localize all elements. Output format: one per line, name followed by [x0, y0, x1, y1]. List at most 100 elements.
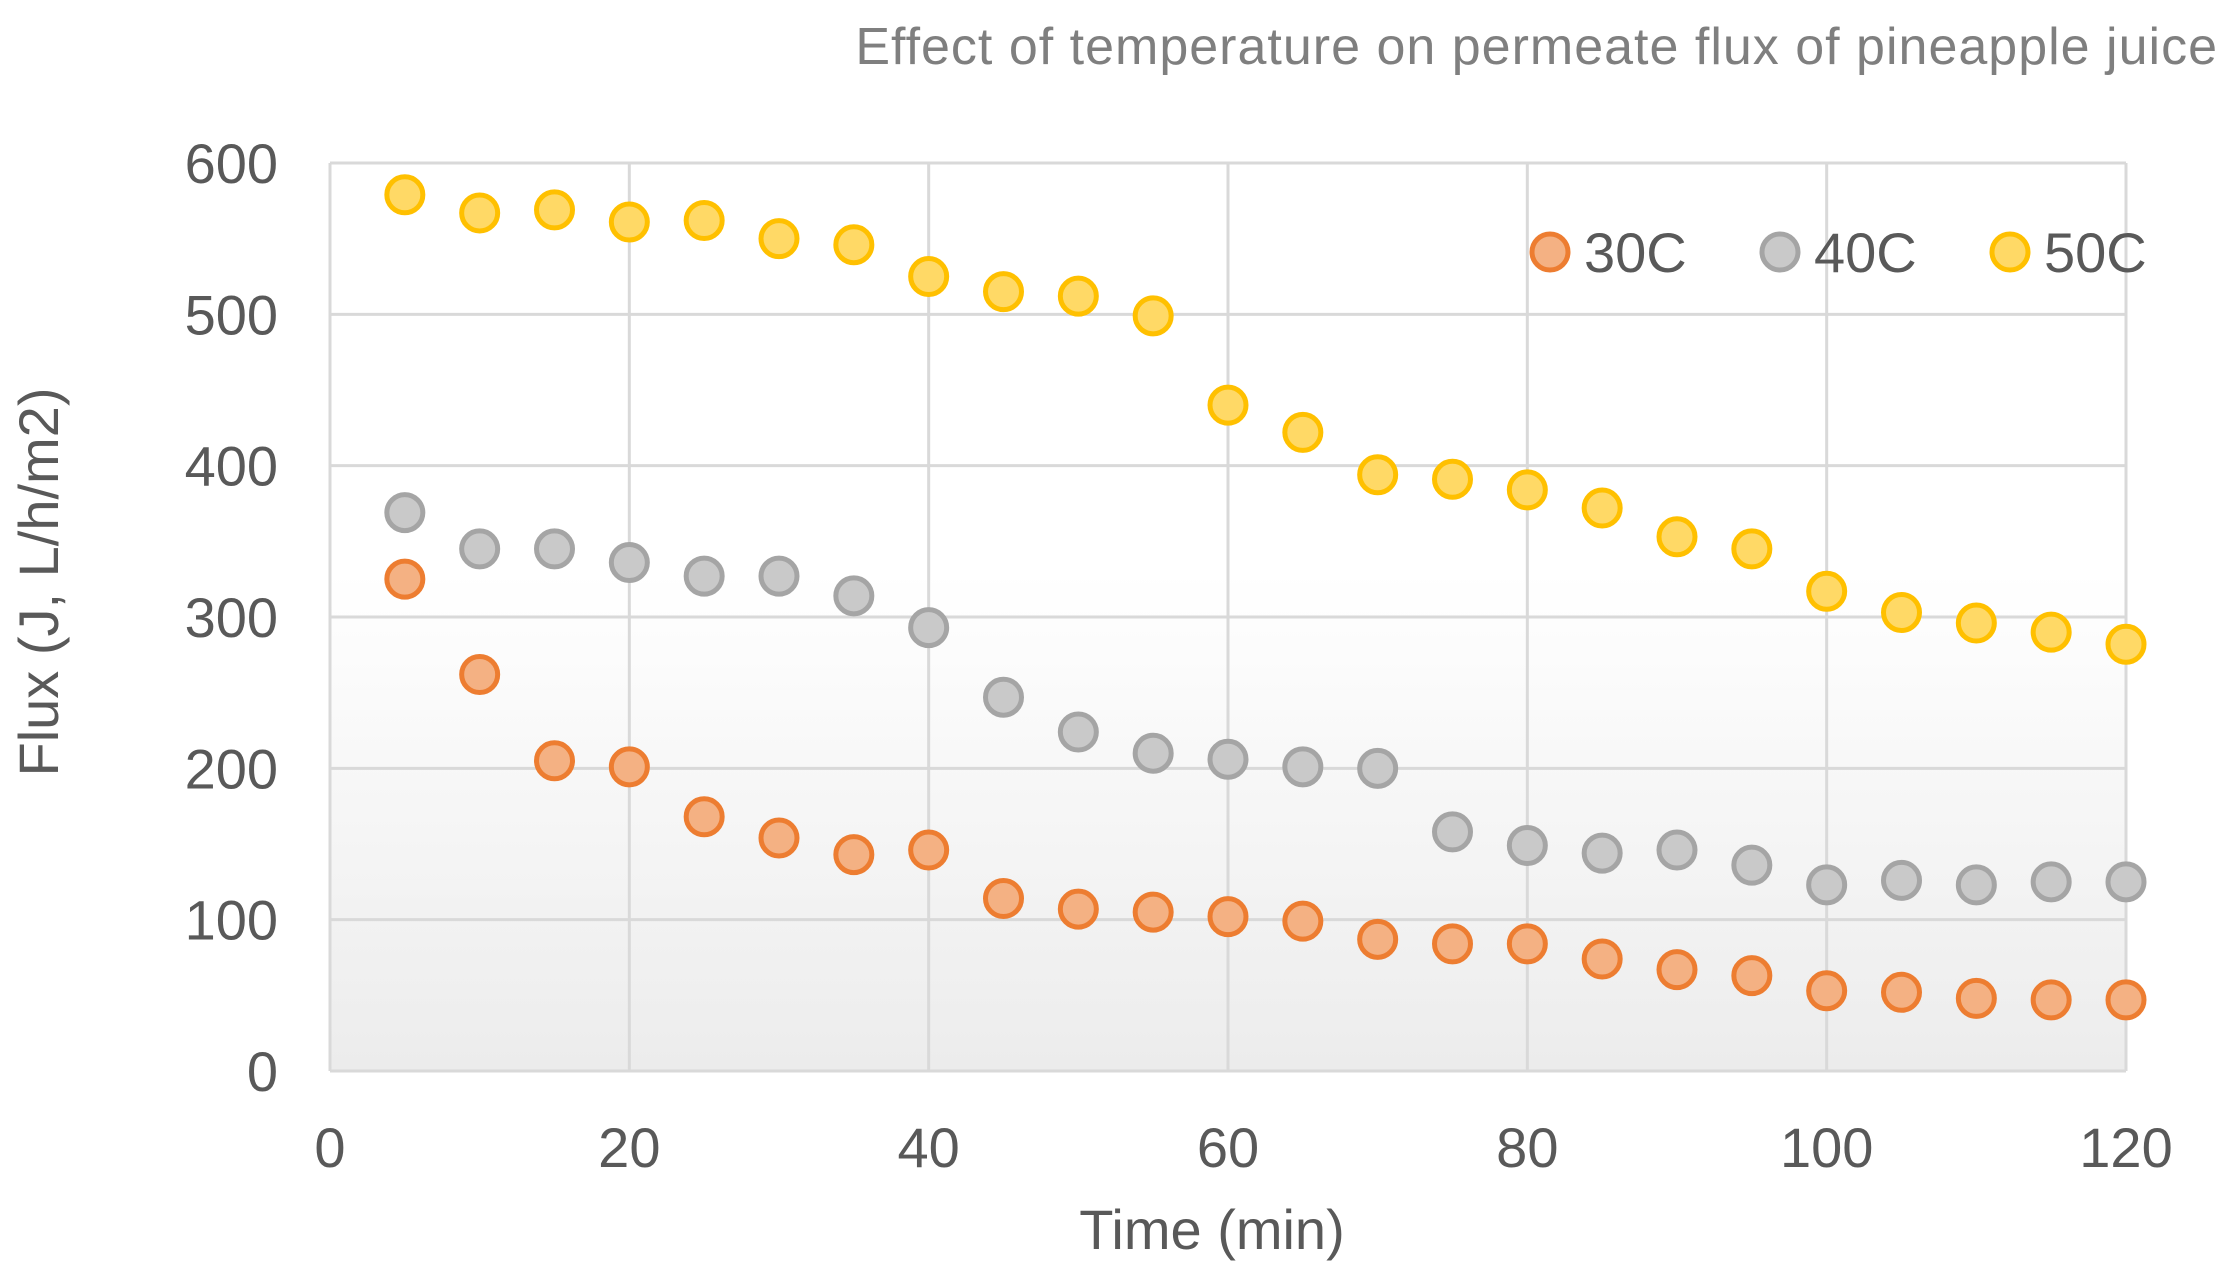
x-tick-label: 80	[1496, 1116, 1558, 1179]
point-30C-15	[534, 740, 575, 782]
x-tick-label: 60	[1197, 1116, 1259, 1179]
legend-marker	[1989, 231, 2031, 273]
point-30C-70	[1357, 918, 1399, 960]
point-40C-95	[1731, 844, 1773, 886]
point-40C-55	[1132, 732, 1174, 774]
x-tick-label: 120	[2079, 1116, 2172, 1179]
point-40C-65	[1282, 746, 1324, 788]
point-50C-35	[833, 224, 875, 266]
point-50C-120	[2105, 623, 2147, 665]
point-50C-100	[1806, 570, 1848, 612]
series-40C	[384, 492, 2147, 906]
point-40C-5	[384, 492, 426, 534]
legend-item-50C: 50C	[1989, 221, 2147, 284]
x-tick-label: 20	[598, 1116, 660, 1179]
point-30C-110	[1955, 977, 1997, 1019]
point-50C-45	[983, 271, 1024, 313]
y-tick-label: 600	[185, 132, 278, 195]
point-40C-60	[1207, 738, 1249, 780]
point-40C-100	[1806, 864, 1848, 906]
legend-marker	[1759, 231, 1801, 273]
point-40C-115	[2030, 861, 2072, 903]
point-30C-45	[983, 877, 1024, 919]
point-40C-20	[608, 542, 650, 584]
y-tick-label: 200	[185, 737, 278, 800]
point-30C-85	[1581, 938, 1623, 980]
point-50C-65	[1282, 411, 1324, 453]
point-50C-5	[384, 174, 426, 216]
point-50C-20	[608, 201, 650, 243]
legend: 30C 40C 50C	[1529, 221, 2147, 284]
series-30C	[384, 558, 2147, 1021]
point-40C-75	[1432, 811, 1473, 853]
y-tick-label: 400	[185, 435, 278, 498]
point-40C-30	[758, 555, 800, 597]
point-50C-55	[1132, 295, 1174, 337]
x-tick-label: 0	[314, 1116, 345, 1179]
point-30C-5	[384, 558, 426, 600]
y-tick-label: 500	[185, 283, 278, 346]
point-50C-60	[1207, 384, 1249, 426]
point-30C-115	[2030, 979, 2072, 1021]
point-50C-115	[2030, 611, 2072, 653]
point-40C-35	[833, 575, 875, 617]
point-50C-25	[683, 200, 725, 242]
point-50C-85	[1581, 487, 1623, 529]
point-40C-40	[908, 607, 950, 649]
point-30C-90	[1656, 949, 1698, 991]
legend-label: 40C	[1814, 221, 1917, 284]
y-tick-label: 100	[185, 889, 278, 952]
point-50C-10	[459, 192, 501, 234]
point-30C-25	[683, 796, 725, 838]
point-50C-110	[1955, 602, 1997, 644]
legend-item-40C: 40C	[1759, 221, 1917, 284]
point-40C-120	[2105, 861, 2147, 903]
point-30C-95	[1731, 955, 1773, 997]
point-40C-50	[1057, 711, 1099, 753]
legend-item-30C: 30C	[1529, 221, 1687, 284]
point-30C-60	[1207, 896, 1249, 938]
point-40C-70	[1357, 747, 1399, 789]
point-40C-85	[1581, 832, 1623, 874]
point-40C-45	[983, 676, 1024, 718]
legend-label: 50C	[2044, 221, 2147, 284]
point-40C-105	[1881, 859, 1922, 901]
data-points	[384, 174, 2147, 1021]
axes: 0 100 200 300 400 500 600 0 20 40 60 80 100 120	[185, 132, 2173, 1179]
point-30C-75	[1432, 923, 1473, 965]
point-30C-120	[2105, 979, 2147, 1021]
x-tick-label: 100	[1780, 1116, 1873, 1179]
point-30C-65	[1282, 900, 1324, 942]
chart-title: Effect of temperature on permeate flux o…	[855, 18, 2218, 76]
point-50C-75	[1432, 458, 1473, 500]
point-50C-30	[758, 218, 800, 260]
point-30C-40	[908, 829, 950, 871]
point-50C-95	[1731, 528, 1773, 570]
point-30C-30	[758, 817, 800, 859]
point-50C-80	[1506, 469, 1548, 511]
point-30C-55	[1132, 891, 1174, 933]
x-axis-title: Time (min)	[1079, 1198, 1344, 1261]
point-30C-10	[459, 654, 501, 696]
point-50C-15	[534, 189, 575, 231]
y-tick-label: 0	[247, 1040, 278, 1103]
point-30C-50	[1057, 888, 1099, 930]
y-tick-label: 300	[185, 586, 278, 649]
point-50C-40	[908, 256, 950, 297]
point-40C-25	[683, 555, 725, 597]
point-40C-10	[459, 528, 501, 570]
legend-label: 30C	[1584, 221, 1687, 284]
point-30C-100	[1806, 970, 1848, 1012]
y-axis-title: Flux (J, L/h/m2)	[7, 388, 70, 777]
point-40C-110	[1955, 864, 1997, 906]
point-50C-105	[1881, 591, 1922, 633]
point-40C-15	[534, 528, 575, 570]
legend-marker	[1529, 231, 1571, 273]
x-tick-label: 40	[898, 1116, 960, 1179]
point-50C-70	[1357, 454, 1399, 496]
point-30C-105	[1881, 971, 1922, 1013]
point-30C-80	[1506, 923, 1548, 965]
point-30C-20	[608, 746, 650, 788]
